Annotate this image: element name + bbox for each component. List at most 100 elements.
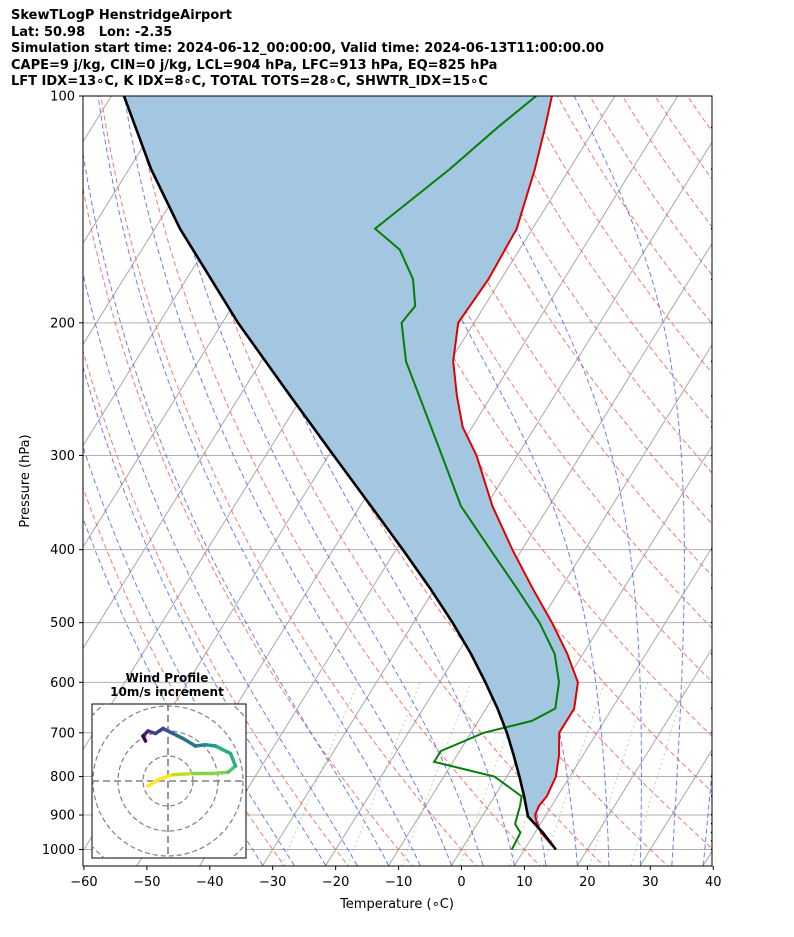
wind-barb xyxy=(710,794,712,797)
mixing-ratio-line xyxy=(630,682,687,866)
x-tick-label: −20 xyxy=(322,875,349,890)
wind-barb xyxy=(710,813,712,816)
x-tick-label: 20 xyxy=(579,875,596,890)
wind-barb xyxy=(710,731,712,734)
hodograph-segment xyxy=(171,771,195,777)
hodograph-area xyxy=(92,704,246,858)
wind-barb xyxy=(710,126,712,129)
wind-barb xyxy=(710,548,712,551)
wind-barb xyxy=(710,426,712,428)
wind-barb xyxy=(710,278,712,280)
isotherm-line xyxy=(83,96,238,346)
y-tick-label: 300 xyxy=(50,449,75,464)
dry-adiabat-line xyxy=(393,96,712,577)
mixing-ratio-line xyxy=(589,682,649,866)
y-tick-label: 800 xyxy=(50,770,75,785)
x-tick-label: 40 xyxy=(705,875,722,890)
wind-barb xyxy=(710,360,712,363)
chart-title: SkewTLogP HenstridgeAirport xyxy=(11,8,232,23)
dry-adiabat-line xyxy=(621,96,712,228)
dry-adiabat-line xyxy=(132,96,541,866)
moist-adiabat-line xyxy=(190,96,515,866)
dry-adiabat-line xyxy=(458,96,712,474)
location-line: Lat: 50.98 Lon: -2.35 xyxy=(11,24,173,40)
wind-barb xyxy=(710,587,712,589)
wind-barb xyxy=(710,822,712,825)
mixing-ratio-line xyxy=(347,682,421,866)
wind-barb xyxy=(710,681,712,683)
moist-adiabat-line xyxy=(573,96,685,866)
wind-barb xyxy=(710,754,712,756)
hodograph-segment xyxy=(213,744,233,756)
moist-adiabat-line xyxy=(154,96,484,866)
isotherm-line xyxy=(513,546,712,866)
y-tick-label: 100 xyxy=(50,90,75,105)
y-tick-label: 200 xyxy=(50,316,75,331)
wind-barb xyxy=(711,454,712,457)
mixing-ratio-line xyxy=(509,682,574,866)
dry-adiabat-line xyxy=(100,96,477,866)
y-tick-label: 400 xyxy=(50,543,75,558)
dry-adiabat-line xyxy=(654,96,712,180)
dry-adiabat-line xyxy=(491,96,712,424)
wind-barb xyxy=(710,848,712,851)
plot-frame xyxy=(82,95,713,867)
wind-barb xyxy=(710,322,712,324)
wind-barb xyxy=(710,395,712,397)
dry-adiabat-line xyxy=(589,96,712,276)
hodograph-segment xyxy=(161,726,175,736)
isotherm-line xyxy=(324,242,712,866)
hodograph-segment xyxy=(156,773,175,782)
x-tick-label: 10 xyxy=(516,875,533,890)
wind-barb xyxy=(710,168,712,170)
isotherm-line xyxy=(576,647,712,866)
wind-barb xyxy=(710,707,712,710)
y-axis-label: Pressure (hPa) xyxy=(18,434,33,527)
wind-barb xyxy=(711,228,712,230)
wind-barb xyxy=(710,653,712,655)
y-tick-label: 600 xyxy=(50,676,75,691)
mixing-ratio-line xyxy=(543,682,605,866)
isotherm-line xyxy=(387,343,712,866)
isotherm-line xyxy=(757,79,794,881)
parcel-profile xyxy=(122,96,557,851)
x-tick-label: −60 xyxy=(70,875,97,890)
mixing-ratio-line xyxy=(401,682,472,866)
cape-shading xyxy=(124,96,578,850)
moist-adiabat-line xyxy=(358,96,610,866)
x-tick-label: 0 xyxy=(457,875,465,890)
moist-adiabat-line xyxy=(123,96,453,866)
hodograph-segment xyxy=(211,770,230,776)
isotherm-line xyxy=(261,141,712,866)
wind-barb xyxy=(711,505,712,507)
dry-adiabat-line xyxy=(83,486,286,866)
temperature-profile xyxy=(452,96,579,851)
hodograph-subtitle: 10m/s increment xyxy=(110,685,224,699)
y-tick-label: 1000 xyxy=(42,843,75,858)
y-tick-label: 700 xyxy=(50,726,75,741)
dry-adiabat-line xyxy=(741,79,794,868)
hodograph-segment xyxy=(146,778,160,788)
hodograph-segment xyxy=(141,734,148,743)
hodograph-title: Wind Profile xyxy=(126,671,209,685)
x-axis-label: Temperature (∘C) xyxy=(339,897,454,912)
dry-adiabat-line xyxy=(426,96,712,525)
moist-adiabat-line xyxy=(83,516,264,866)
time-line: Simulation start time: 2024-06-12_00:00:… xyxy=(11,41,604,56)
dewpoint-profile xyxy=(373,96,561,850)
x-tick-label: −50 xyxy=(133,875,160,890)
dry-adiabat-line xyxy=(361,96,712,629)
y-tick-label: 900 xyxy=(50,809,75,824)
dry-adiabat-line xyxy=(83,348,350,866)
moist-adiabat-line xyxy=(83,365,327,866)
mixing-ratio-line xyxy=(459,682,527,866)
isotherm-line xyxy=(702,850,712,866)
dry-adiabat-line xyxy=(165,96,605,866)
x-tick-label: −30 xyxy=(259,875,286,890)
hodograph-segment xyxy=(181,736,198,748)
dry-adiabat-line xyxy=(709,79,794,868)
x-tick-label: −40 xyxy=(196,875,223,890)
hodograph-segment xyxy=(171,731,185,741)
x-tick-label: −10 xyxy=(385,875,412,890)
wind-barb xyxy=(710,775,712,778)
